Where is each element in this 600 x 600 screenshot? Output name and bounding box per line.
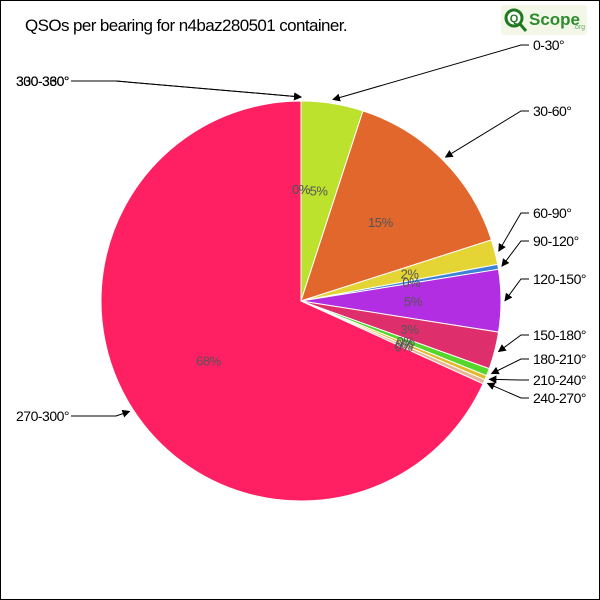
pie-percent-label-210-240: 0% bbox=[395, 337, 414, 352]
callout-label-240-270: 240-270° bbox=[533, 390, 586, 406]
logo-suffix: .org bbox=[573, 24, 585, 31]
logo-text: Scope bbox=[529, 10, 580, 29]
chart-title: QSOs per bearing for n4baz280501 contain… bbox=[25, 16, 348, 35]
callout-label-90-120: 90-120° bbox=[533, 233, 579, 249]
pie-slice-30-60 bbox=[300, 110, 493, 302]
pie-percent-label-270-300: 68% bbox=[196, 354, 222, 369]
callout-line-0-30 bbox=[332, 44, 529, 102]
pie-slices bbox=[100, 100, 502, 502]
pie-percent-label-330-360: 0% bbox=[292, 182, 311, 197]
callout-line-300-330 bbox=[71, 80, 302, 101]
callout-line-60-90 bbox=[498, 212, 529, 252]
callout-label-150-180: 150-180° bbox=[533, 327, 586, 343]
pie-percent-label-120-150: 5% bbox=[404, 294, 423, 309]
callout-line-240-270 bbox=[486, 382, 529, 399]
callout-label-30-60: 30-60° bbox=[533, 103, 571, 119]
callout-line-90-120 bbox=[501, 240, 529, 267]
pie-percent-label-240-270: 0% bbox=[394, 339, 413, 354]
magnifier-q-icon: Q bbox=[504, 8, 528, 32]
callout-label-120-150: 120-150° bbox=[533, 271, 586, 287]
callout-line-180-210 bbox=[490, 358, 529, 375]
pie-percent-labels: 5%15%2%0%5%3%0%0%0%68%0%0% bbox=[196, 182, 423, 369]
callout-line-150-180 bbox=[497, 334, 529, 353]
callout-label-270-300: 270-300° bbox=[16, 408, 69, 424]
callout-line-270-300 bbox=[71, 409, 131, 418]
pie-percent-label-60-90: 2% bbox=[401, 267, 420, 282]
pie-percent-label-300-330: 0% bbox=[292, 182, 311, 197]
pie-percent-label-90-120: 0% bbox=[402, 275, 421, 290]
pie-percent-label-30-60: 15% bbox=[368, 215, 394, 230]
callout-line-30-60 bbox=[444, 110, 529, 158]
pie-percent-label-0-30: 5% bbox=[310, 183, 329, 198]
pie-percent-label-180-210: 0% bbox=[397, 334, 416, 349]
callout-line-120-150 bbox=[504, 278, 529, 302]
callout-label-0-30: 0-30° bbox=[533, 37, 564, 53]
logo: Q Scope .org bbox=[501, 5, 587, 35]
callout-label-300-330: 300-330° bbox=[16, 73, 69, 89]
callout-line-330-360 bbox=[71, 80, 302, 101]
callout-label-180-210: 180-210° bbox=[533, 351, 586, 367]
callout-label-330-360: 330-360° bbox=[16, 73, 69, 89]
callout-label-210-240: 210-240° bbox=[533, 372, 586, 388]
pie-slice-270-300 bbox=[100, 100, 484, 502]
callout-line-210-240 bbox=[488, 375, 529, 384]
pie-percent-label-150-180: 3% bbox=[401, 322, 420, 337]
pie-callouts: 0-30° 30-60° 60-90° 90-120° 120-150° 150-180°… bbox=[16, 37, 586, 424]
callout-label-60-90: 60-90° bbox=[533, 205, 571, 221]
svg-text:Q: Q bbox=[510, 13, 519, 25]
